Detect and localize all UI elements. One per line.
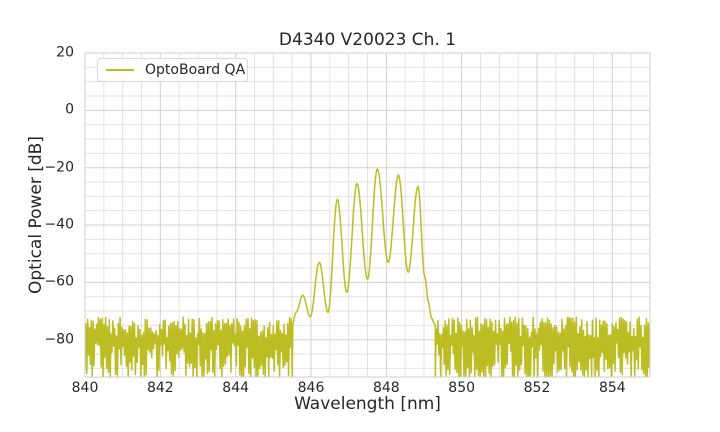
legend-box: OptoBoard QA — [97, 58, 248, 82]
legend-line-swatch — [106, 68, 134, 72]
x-tick-label: 844 — [222, 380, 250, 396]
x-tick-label: 852 — [523, 380, 551, 396]
plot-frame — [84, 52, 651, 378]
y-tick-label: 20 — [56, 44, 74, 61]
y-tick-label: −60 — [44, 273, 74, 290]
chart-title: D4340 V20023 Ch. 1 — [278, 30, 457, 50]
x-tick-label: 846 — [297, 380, 325, 396]
x-tick-label: 842 — [146, 380, 174, 396]
y-tick-label: 0 — [65, 101, 74, 118]
x-tick-label: 848 — [372, 380, 400, 396]
x-tick-label: 854 — [598, 380, 626, 396]
y-tick-label: −80 — [44, 331, 74, 348]
legend-label: OptoBoard QA — [145, 62, 246, 78]
x-axis-label: Wavelength [nm] — [294, 394, 441, 414]
x-tick-label: 850 — [448, 380, 476, 396]
y-tick-label: −20 — [44, 159, 74, 176]
y-tick-label: −40 — [44, 216, 74, 233]
x-tick-label: 840 — [71, 380, 99, 396]
spectrum-line — [85, 168, 650, 377]
